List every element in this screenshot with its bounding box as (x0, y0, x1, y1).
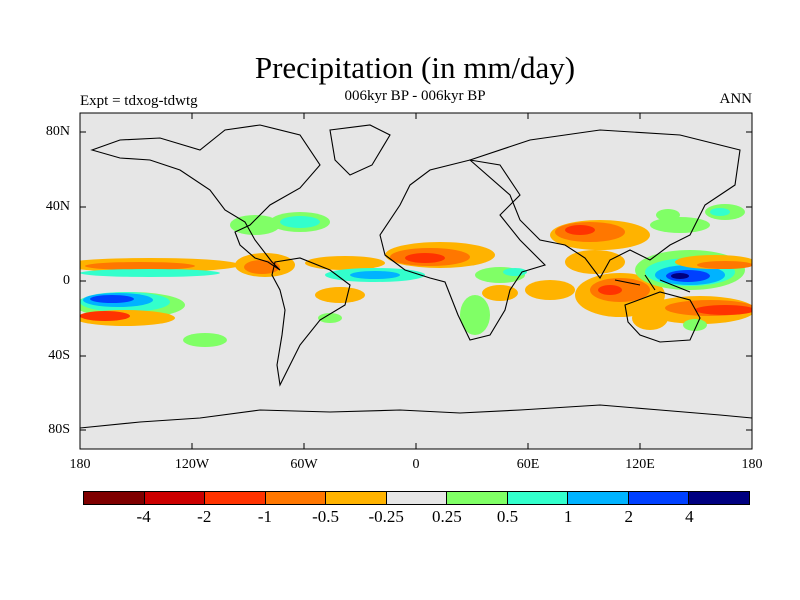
colorbar-swatch (386, 492, 448, 504)
antarctica-coast (80, 404, 752, 429)
colorbar-label: -4 (136, 507, 151, 526)
colorbar-swatch (205, 492, 266, 504)
colorbar-swatch (144, 492, 206, 504)
y-tick-label: 80N (45, 124, 70, 139)
colorbar-swatch (84, 492, 145, 504)
indian-ocean-orange (525, 280, 575, 300)
japan-cyan (710, 208, 730, 216)
greenland-coast (329, 124, 391, 176)
axis-ticks (80, 113, 752, 449)
east-asia-green (650, 217, 710, 233)
x-tick-label: 120E (625, 457, 655, 472)
asia-coast (468, 129, 741, 280)
colorbar (83, 491, 750, 505)
colorbar-swatch (507, 492, 569, 504)
plot-title: Precipitation (in mm/day) (254, 50, 576, 85)
colorbar-label: -0.5 (312, 507, 339, 526)
pacific-itcz-dark-band (85, 262, 195, 270)
x-tick-label: 60W (290, 457, 318, 472)
y-tick-label: 40N (45, 199, 70, 214)
colorbar-label: 1 (563, 507, 573, 526)
colorbar-label: 0.5 (496, 507, 519, 526)
atlantic-cyan (280, 216, 320, 228)
coastlines (80, 124, 752, 429)
colorbar-swatch (628, 492, 690, 504)
south-africa-green (460, 295, 490, 335)
spcz-west-red (695, 305, 752, 315)
atlantic-itcz-blue (350, 271, 400, 279)
y-tick-label: 40S (48, 348, 70, 363)
colorbar-label: -2 (197, 507, 212, 526)
colorbar-swatch (265, 492, 327, 504)
x-tick-label: 120W (174, 457, 210, 472)
x-tick-label: 0 (412, 457, 420, 472)
brazil-orange (315, 287, 365, 303)
sahel-red (405, 253, 445, 263)
experiment-label: Expt = tdxog-tdwtg (80, 93, 198, 109)
atlantic-itcz-orange (305, 256, 385, 270)
maritime-red (598, 285, 622, 295)
colorbar-swatch (689, 492, 750, 504)
x-tick-label: 60E (516, 457, 540, 472)
asia-monsoon-red (565, 225, 595, 235)
spcz-south-red (80, 311, 130, 321)
colorbar-label: -0.25 (368, 507, 404, 526)
colorbar-label: 0.25 (431, 507, 462, 526)
colorbar-swatch (447, 492, 508, 504)
china-green (656, 209, 680, 221)
x-tick-label: 180 (741, 457, 763, 472)
season-label: ANN (719, 91, 753, 107)
colorbar-swatch (326, 492, 387, 504)
australia-orange (632, 306, 668, 330)
y-tick-label: 80S (48, 422, 70, 437)
south-atlantic-green (318, 313, 342, 323)
x-tick-label: 180 (69, 457, 91, 472)
y-tick-label: 0 (63, 273, 70, 288)
west-pacific-navy (671, 273, 689, 279)
colorbar-label: 4 (685, 507, 694, 526)
pacific-cyan-band (80, 269, 220, 277)
precip-anomaly-field (80, 204, 752, 347)
south-pacific-green (183, 333, 227, 347)
colorbar-swatch (568, 492, 629, 504)
north-pacific-dark (697, 261, 752, 269)
australia-coast (624, 291, 701, 343)
north-america-coast (90, 124, 321, 271)
australia-green (683, 319, 707, 331)
europe-africa-coast (379, 159, 547, 341)
maritime-islands (614, 274, 691, 293)
colorbar-label: -1 (257, 507, 272, 526)
colorbar-label: 2 (624, 507, 633, 526)
east-africa-orange (482, 285, 518, 301)
period-label: 006kyr BP - 006kyr BP (344, 88, 486, 104)
india-orange (565, 250, 625, 274)
spcz-blue (90, 295, 134, 303)
south-america-coast (271, 257, 351, 387)
